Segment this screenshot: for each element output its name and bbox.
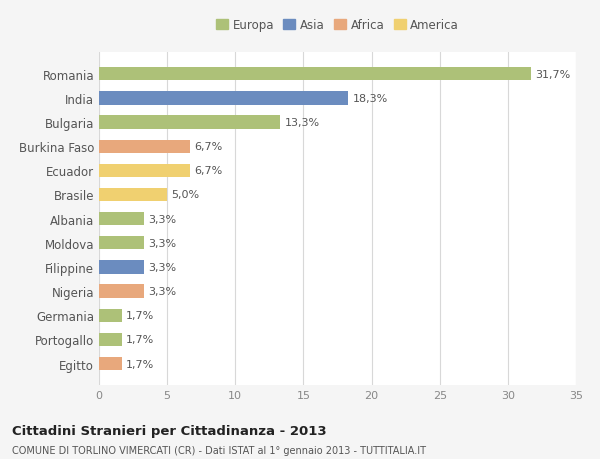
Text: 18,3%: 18,3%	[352, 94, 388, 104]
Bar	[99, 116, 280, 129]
Text: 31,7%: 31,7%	[535, 70, 571, 79]
Text: 1,7%: 1,7%	[126, 335, 155, 345]
Text: 3,3%: 3,3%	[148, 238, 176, 248]
Text: 3,3%: 3,3%	[148, 286, 176, 297]
Text: 13,3%: 13,3%	[284, 118, 319, 128]
Text: Cittadini Stranieri per Cittadinanza - 2013: Cittadini Stranieri per Cittadinanza - 2…	[12, 425, 326, 437]
Bar	[99, 237, 144, 250]
Text: 1,7%: 1,7%	[126, 311, 155, 320]
Bar	[99, 140, 190, 153]
Bar	[99, 213, 144, 226]
Bar	[99, 189, 167, 202]
Bar	[99, 68, 531, 81]
Text: 5,0%: 5,0%	[171, 190, 199, 200]
Legend: Europa, Asia, Africa, America: Europa, Asia, Africa, America	[216, 19, 459, 32]
Text: 3,3%: 3,3%	[148, 214, 176, 224]
Bar	[99, 285, 144, 298]
Bar	[99, 333, 122, 347]
Text: COMUNE DI TORLINO VIMERCATI (CR) - Dati ISTAT al 1° gennaio 2013 - TUTTITALIA.IT: COMUNE DI TORLINO VIMERCATI (CR) - Dati …	[12, 445, 426, 455]
Text: 1,7%: 1,7%	[126, 359, 155, 369]
Text: 6,7%: 6,7%	[194, 142, 223, 152]
Bar	[99, 357, 122, 370]
Bar	[99, 164, 190, 178]
Text: 3,3%: 3,3%	[148, 263, 176, 272]
Bar	[99, 261, 144, 274]
Text: 6,7%: 6,7%	[194, 166, 223, 176]
Bar	[99, 92, 349, 105]
Bar	[99, 309, 122, 322]
